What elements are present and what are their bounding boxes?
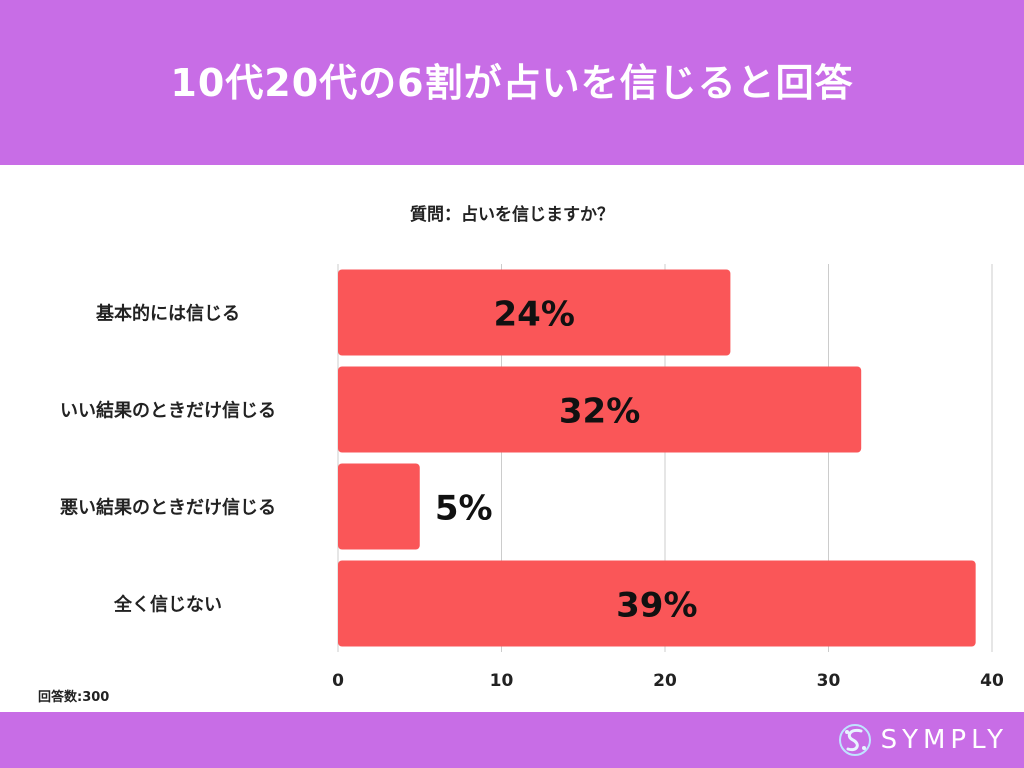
bar xyxy=(338,366,862,453)
category-label: 全く信じない xyxy=(113,594,222,616)
category-label: いい結果のときだけ信じる xyxy=(60,400,276,422)
category-label: 基本的には信じる xyxy=(95,303,240,325)
x-tick-label: 10 xyxy=(490,671,514,691)
x-tick-label: 0 xyxy=(332,671,344,691)
header-banner: 10代20代の6割が占いを信じると回答 xyxy=(0,0,1024,165)
question-text: 質問：占いを信じますか？ xyxy=(410,205,614,225)
x-tick-label: 40 xyxy=(980,671,1004,691)
data-label: 32% xyxy=(559,392,640,432)
bar xyxy=(338,269,731,356)
footer-banner: SYMPLY xyxy=(0,712,1024,768)
x-tick-label: 20 xyxy=(653,671,677,691)
bar-chart: 0 10 20 30 40 基本的には信じる 24% いい結果のときだけ信じる 32% 悪い結果の… xyxy=(60,264,1004,691)
category-label: 悪い結果のときだけ信じる xyxy=(60,497,276,519)
brand-logo: SYMPLY xyxy=(837,722,1008,758)
data-label: 39% xyxy=(616,586,697,626)
bar xyxy=(338,560,976,647)
brand-mark-icon xyxy=(838,724,871,756)
data-label: 5% xyxy=(435,489,493,529)
brand-name: SYMPLY xyxy=(880,725,1008,755)
x-tick-label: 30 xyxy=(817,671,841,691)
bar xyxy=(338,463,420,550)
data-label: 24% xyxy=(494,295,575,335)
response-count: 回答数:300 xyxy=(38,690,110,705)
page-title: 10代20代の6割が占いを信じると回答 xyxy=(170,61,854,105)
